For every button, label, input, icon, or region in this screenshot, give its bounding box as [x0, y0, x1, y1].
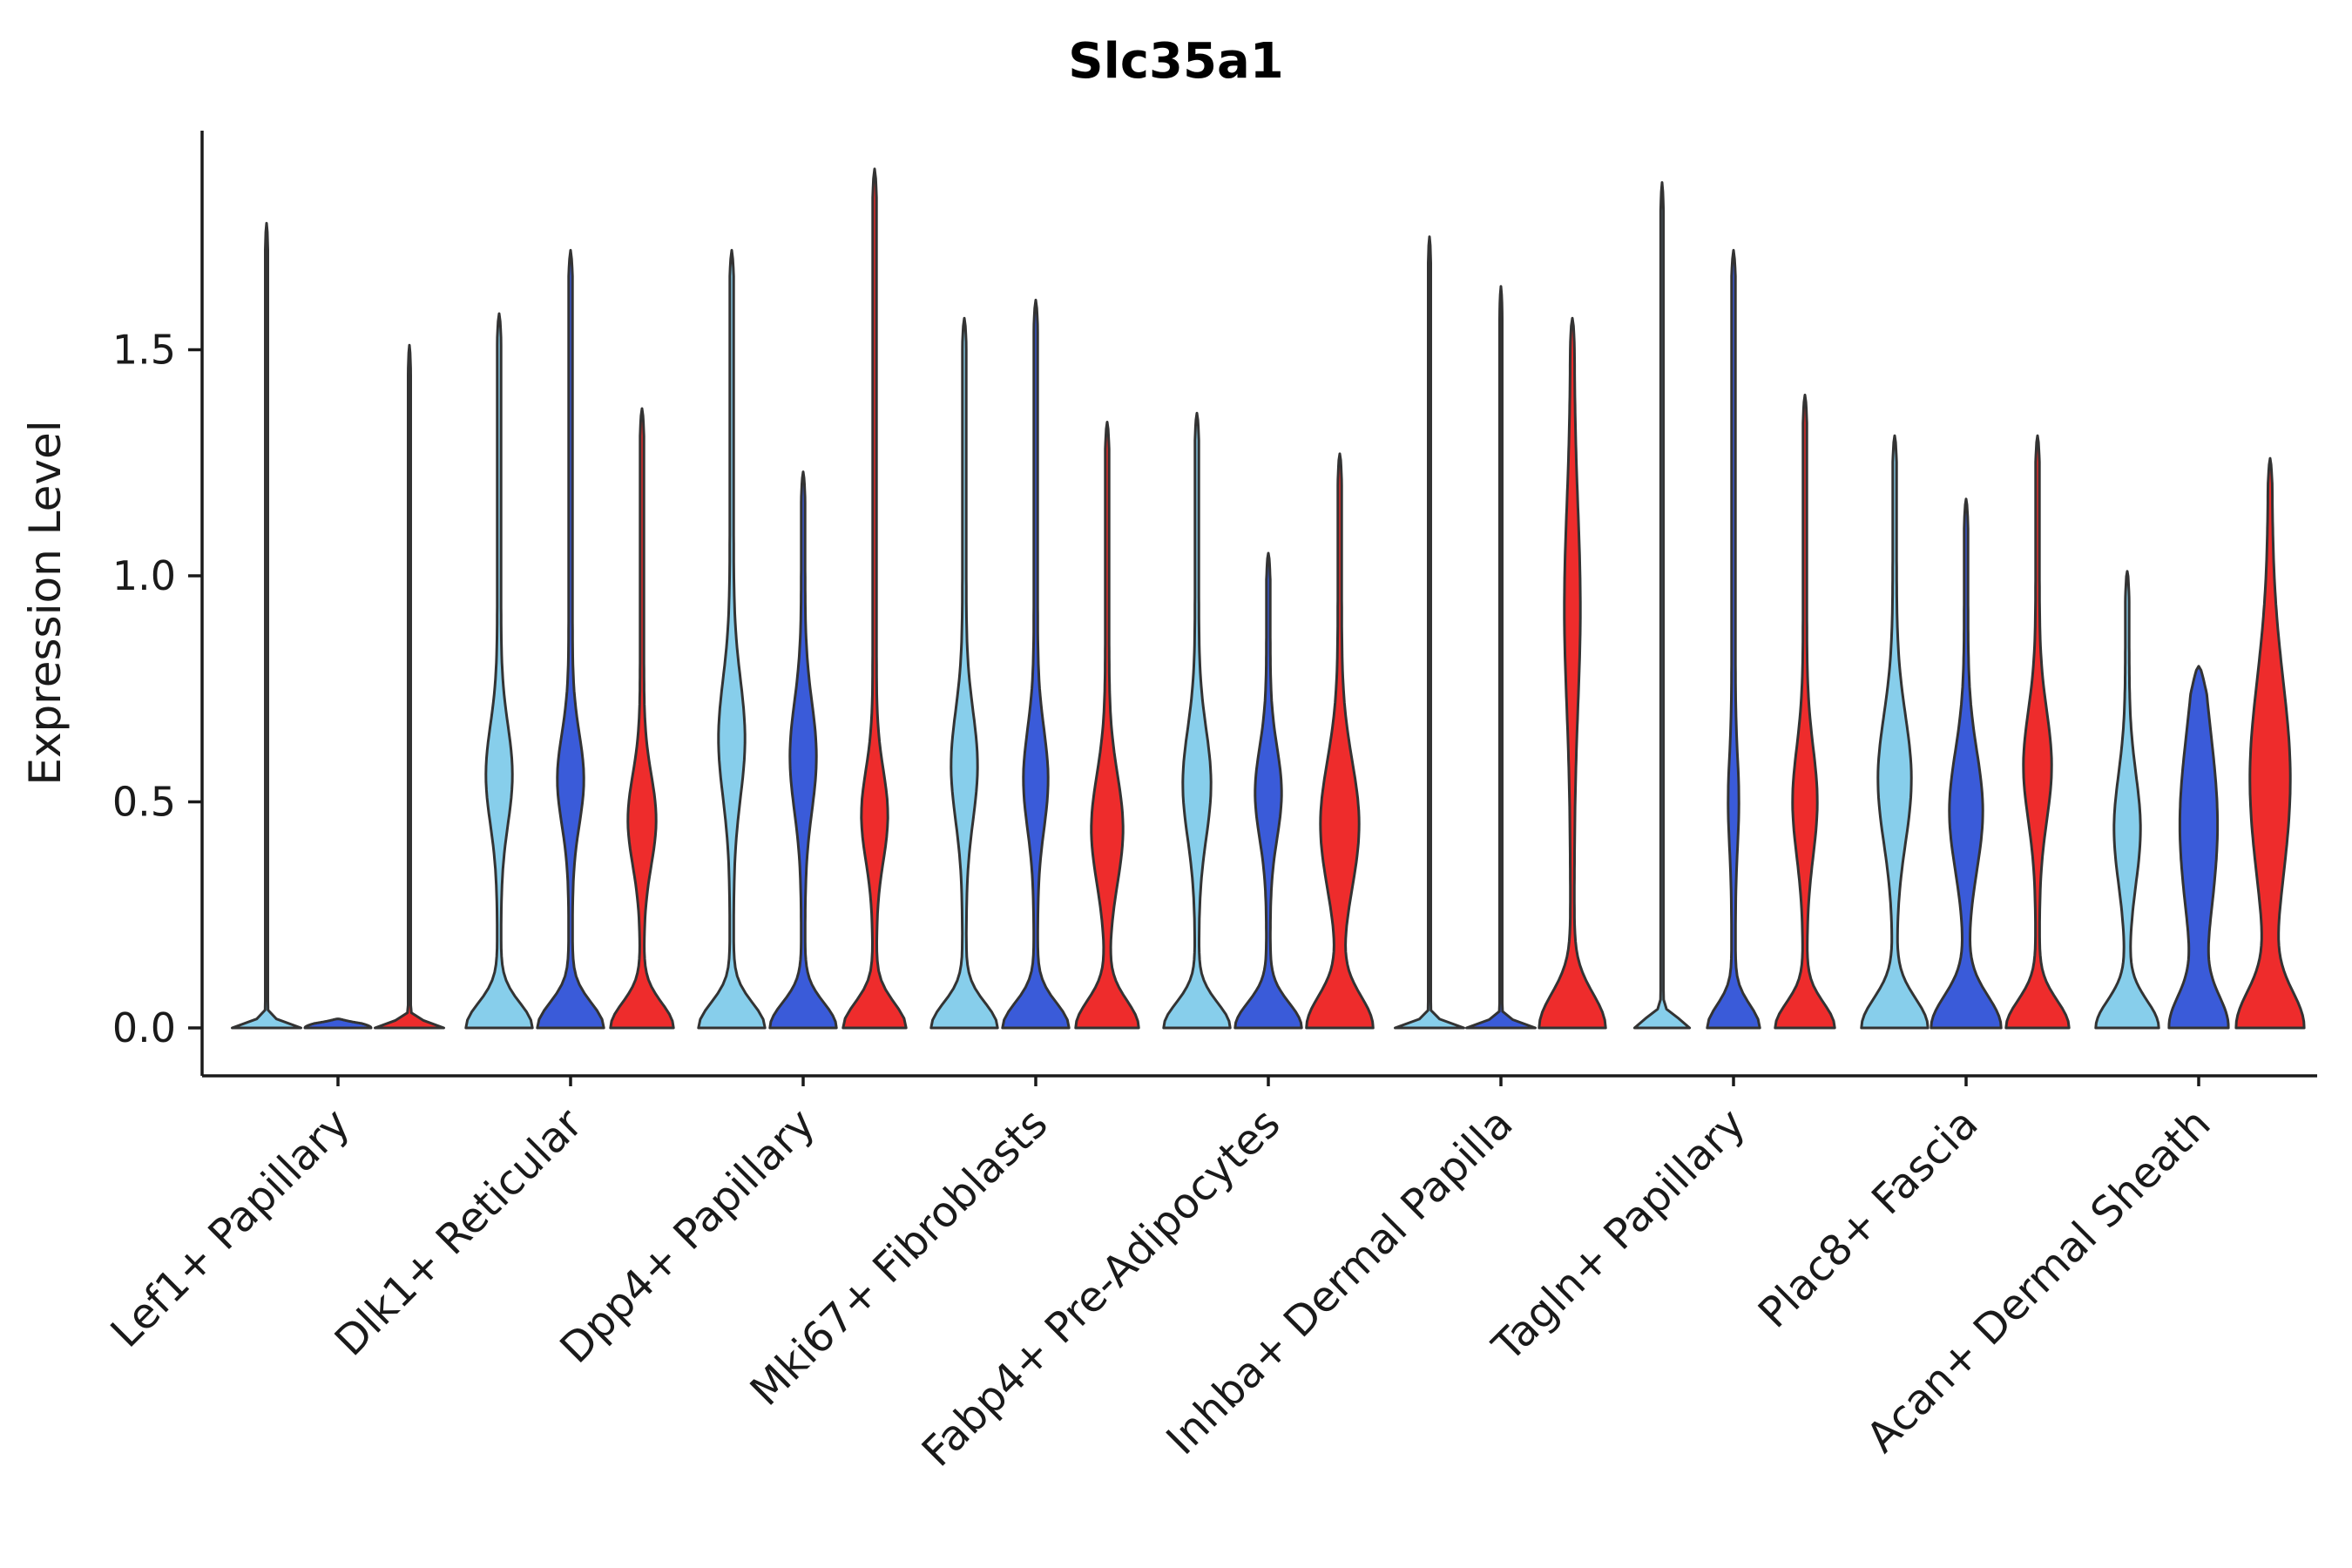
- y-tick-label: 0.0: [112, 1004, 176, 1051]
- violin-blue: [303, 1017, 373, 1030]
- violin-blue: [1465, 285, 1537, 1030]
- violin-light_blue: [2094, 570, 2160, 1030]
- violin-blue: [1706, 248, 1761, 1030]
- violin-red: [841, 167, 908, 1030]
- violin-blue: [1001, 298, 1071, 1030]
- violin-blue: [1930, 497, 2003, 1030]
- x-tick-label: Tagln+ Papillary: [1483, 1099, 1754, 1371]
- violin-light_blue: [1860, 434, 1930, 1030]
- violin-red: [1774, 393, 1836, 1030]
- violin-red: [609, 407, 675, 1030]
- violin-red: [1074, 421, 1140, 1030]
- violin-light_blue: [929, 316, 999, 1030]
- violin-light_blue: [231, 221, 302, 1030]
- x-tick-label: Dlk1+ Reticular: [326, 1099, 592, 1366]
- violin-light_blue: [1394, 235, 1465, 1030]
- x-tick-label: Dpp4+ Papillary: [551, 1099, 824, 1373]
- violin-light_blue: [1632, 181, 1692, 1030]
- x-tick-label: Lef1+ Papillary: [102, 1099, 360, 1357]
- violin-blue: [2167, 665, 2230, 1030]
- violin-blue: [768, 470, 838, 1030]
- violin-blue: [536, 248, 605, 1030]
- chart-title: Slc35a1: [1068, 33, 1284, 90]
- violin-red: [374, 343, 445, 1030]
- violin-light_blue: [464, 312, 534, 1030]
- y-tick-label: 1.5: [112, 327, 176, 374]
- violin-light_blue: [697, 248, 767, 1030]
- violin-red: [2234, 456, 2306, 1030]
- violin-blue: [1233, 551, 1303, 1030]
- y-tick-label: 0.5: [112, 779, 176, 826]
- violin-red: [1305, 452, 1375, 1030]
- violin-red: [1538, 316, 1607, 1030]
- violin-light_blue: [1162, 411, 1232, 1030]
- x-tick-label: Plac8+ Fascia: [1749, 1099, 1988, 1338]
- y-tick-label: 1.0: [112, 552, 176, 599]
- violin-red: [2004, 434, 2071, 1030]
